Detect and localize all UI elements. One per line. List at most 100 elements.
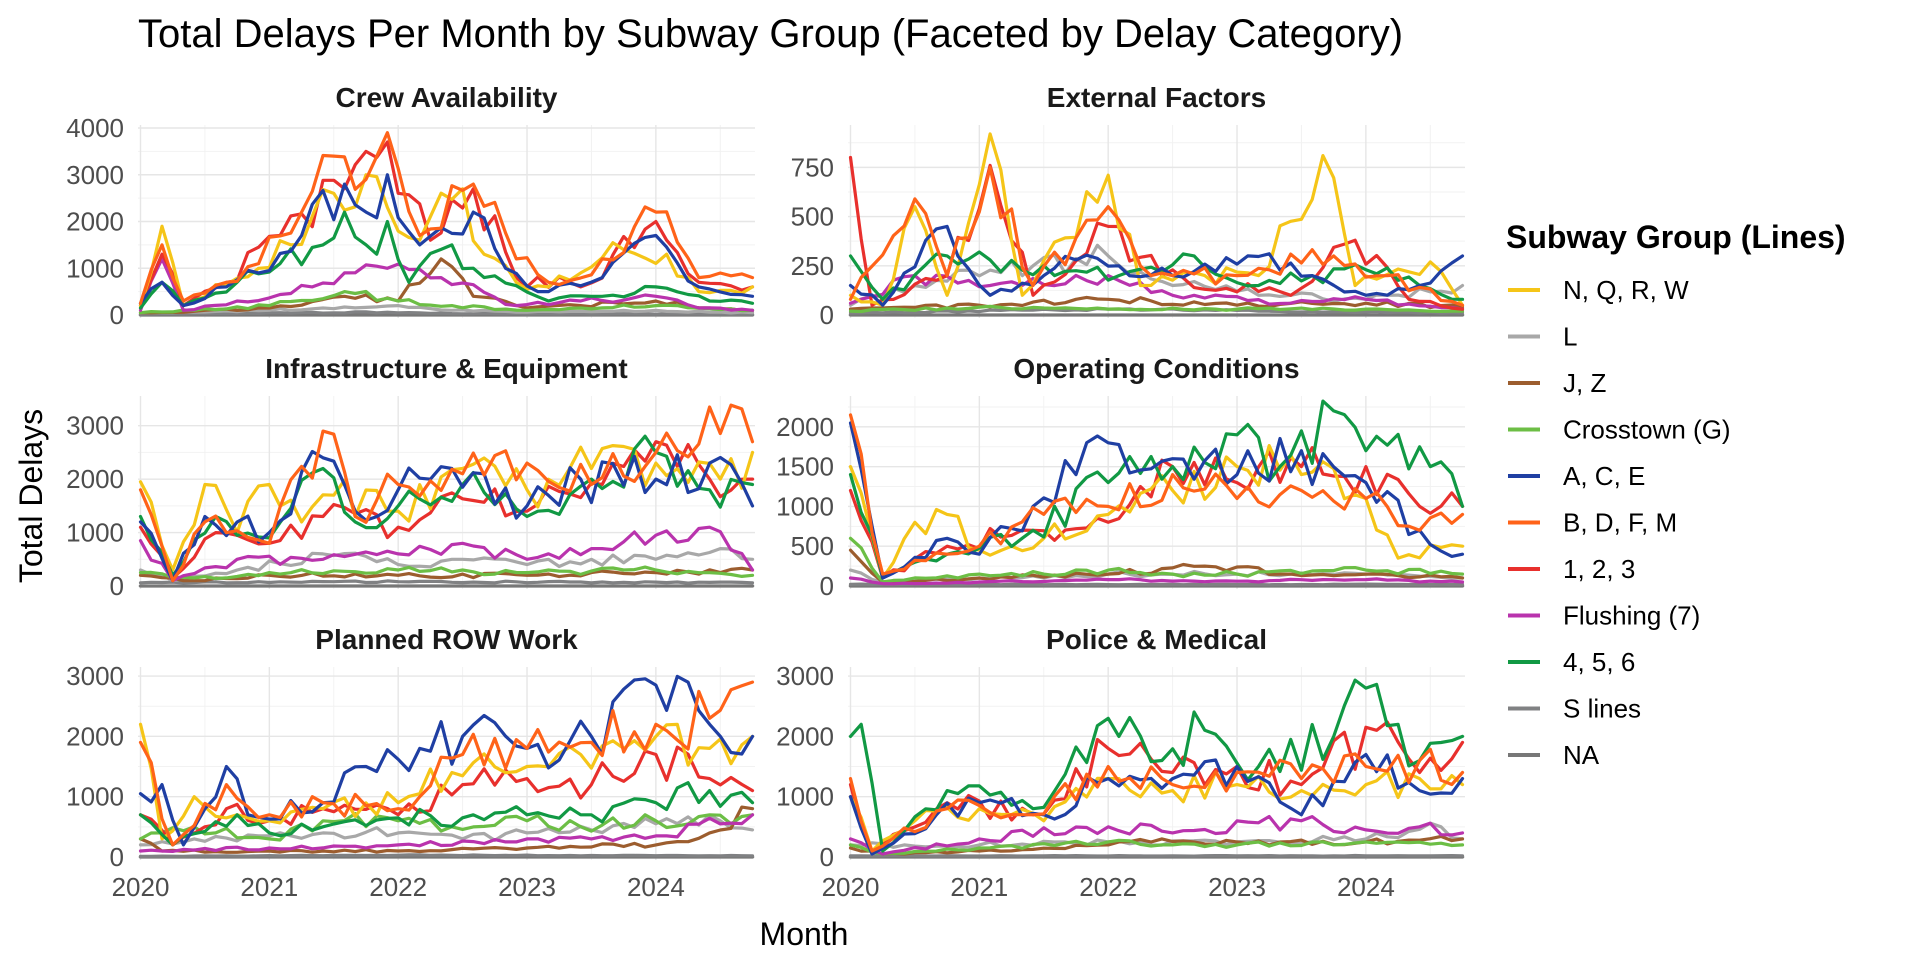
x-tick-label: 2021 bbox=[240, 872, 298, 902]
y-tick-label: 0 bbox=[820, 571, 834, 601]
series-line-crosstown-g bbox=[848, 304, 1465, 314]
series-line-crosstown-g bbox=[848, 838, 1465, 856]
series-line-n-q-r-w bbox=[138, 444, 755, 572]
series-line-a-c-e bbox=[848, 421, 1465, 580]
series-line-s-lines bbox=[138, 310, 755, 316]
facet-police-medical: Police & Medical 0 1000 2000 3000 2020 2021 202… bbox=[776, 624, 1465, 902]
y-tick-label: 2000 bbox=[776, 412, 834, 442]
series-line-1-2-3 bbox=[138, 440, 755, 580]
legend-label-b-d-f-m: B, D, F, M bbox=[1563, 508, 1677, 538]
series-line-l bbox=[138, 547, 755, 583]
series-line-4-5-6 bbox=[138, 781, 755, 847]
x-tick-label: 2020 bbox=[822, 872, 880, 902]
series-line-s-lines bbox=[138, 853, 755, 858]
y-tick-label: 3000 bbox=[66, 160, 124, 190]
series-line-j-z bbox=[848, 295, 1465, 311]
y-tick-label: 2000 bbox=[66, 464, 124, 494]
series-line-a-c-e bbox=[848, 224, 1465, 307]
series-line-s-lines bbox=[848, 582, 1465, 587]
legend-label-s-lines: S lines bbox=[1563, 694, 1641, 724]
series-line-n-q-r-w bbox=[848, 769, 1465, 853]
series-line-j-z bbox=[138, 257, 755, 315]
series-line-n-q-r-w bbox=[138, 722, 755, 841]
x-tick-label: 2024 bbox=[627, 872, 685, 902]
facet-panels: Crew Availability 0 1000 2000 3000 4000 Extern… bbox=[66, 82, 1465, 902]
y-tick-label: 3000 bbox=[776, 661, 834, 691]
y-tick-label: 1000 bbox=[776, 782, 834, 812]
x-tick-label: 2020 bbox=[112, 872, 170, 902]
y-tick-label: 0 bbox=[820, 300, 834, 330]
series-line-crosstown-g bbox=[848, 536, 1465, 584]
facet-title: Police & Medical bbox=[1046, 624, 1267, 655]
y-tick-label: 1500 bbox=[776, 452, 834, 482]
y-tick-label: 2000 bbox=[776, 721, 834, 751]
series-line-flushing-7 bbox=[138, 525, 755, 583]
series-line-n-q-r-w bbox=[848, 132, 1465, 307]
x-tick-label: 2023 bbox=[1208, 872, 1266, 902]
y-tick-label: 2000 bbox=[66, 207, 124, 237]
series-line-flushing-7 bbox=[138, 257, 755, 312]
series-line-j-z bbox=[848, 548, 1465, 584]
y-tick-label: 500 bbox=[791, 202, 834, 232]
y-tick-label: 3000 bbox=[66, 411, 124, 441]
series-line-a-c-e bbox=[138, 674, 755, 847]
legend-label-na: NA bbox=[1563, 740, 1600, 770]
x-tick-label: 2023 bbox=[498, 872, 556, 902]
y-tick-label: 750 bbox=[791, 152, 834, 182]
x-tick-label: 2022 bbox=[1079, 872, 1137, 902]
legend-label-a-c-e: A, C, E bbox=[1563, 461, 1645, 491]
series-line-crosstown-g bbox=[138, 289, 755, 315]
series-line-s-lines bbox=[848, 853, 1465, 858]
legend-label-n-q-r-w: N, Q, R, W bbox=[1563, 275, 1689, 305]
facet-title: Planned ROW Work bbox=[315, 624, 578, 655]
legend-label-1-2-3: 1, 2, 3 bbox=[1563, 554, 1635, 584]
series-line-j-z bbox=[138, 805, 755, 854]
x-tick-label: 2024 bbox=[1337, 872, 1395, 902]
series-line-j-z bbox=[138, 566, 755, 583]
series-line-flushing-7 bbox=[848, 814, 1465, 856]
legend-label-flushing-7: Flushing (7) bbox=[1563, 601, 1700, 631]
x-tick-label: 2021 bbox=[950, 872, 1008, 902]
y-tick-label: 1000 bbox=[66, 253, 124, 283]
y-tick-label: 0 bbox=[110, 842, 124, 872]
legend-title: Subway Group (Lines) bbox=[1506, 219, 1846, 255]
y-tick-label: 1000 bbox=[66, 518, 124, 548]
series-line-b-d-f-m bbox=[848, 165, 1465, 307]
facet-planned-row-work: Planned ROW Work 0 1000 2000 3000 2020 2021 202… bbox=[66, 624, 755, 902]
series-line-flushing-7 bbox=[848, 576, 1465, 586]
chart-title: Total Delays Per Month by Subway Group (… bbox=[138, 12, 1403, 56]
series-line-b-d-f-m bbox=[848, 413, 1465, 576]
x-tick-label: 2022 bbox=[369, 872, 427, 902]
legend-label-l: L bbox=[1563, 322, 1577, 352]
legend: Subway Group (Lines) N, Q, R, W L J, Z Cros… bbox=[1506, 219, 1846, 770]
y-tick-label: 4000 bbox=[66, 113, 124, 143]
series-line-b-d-f-m bbox=[848, 747, 1465, 853]
series-line-1-2-3 bbox=[138, 745, 755, 847]
y-tick-label: 0 bbox=[820, 842, 834, 872]
series-line-s-lines bbox=[138, 579, 755, 585]
legend-label-j-z: J, Z bbox=[1563, 368, 1606, 398]
x-axis-title: Month bbox=[760, 916, 849, 952]
y-tick-label: 3000 bbox=[66, 661, 124, 691]
y-tick-label: 2000 bbox=[66, 721, 124, 751]
facet-crew-availability: Crew Availability 0 1000 2000 3000 4000 bbox=[66, 82, 755, 330]
y-tick-label: 1000 bbox=[66, 782, 124, 812]
y-tick-label: 0 bbox=[110, 571, 124, 601]
legend-label-4-5-6: 4, 5, 6 bbox=[1563, 647, 1635, 677]
facet-title: External Factors bbox=[1047, 82, 1266, 113]
facet-infrastructure-equipment: Infrastructure & Equipment 0 1000 2000 3000 bbox=[66, 353, 755, 601]
series-line-b-d-f-m bbox=[138, 403, 755, 583]
series-line-a-c-e bbox=[138, 449, 755, 583]
series-line-b-d-f-m bbox=[138, 131, 755, 305]
facet-title: Operating Conditions bbox=[1013, 353, 1299, 384]
series-line-flushing-7 bbox=[138, 813, 755, 853]
facet-external-factors: External Factors 0 250 500 750 bbox=[791, 82, 1465, 330]
series-line-b-d-f-m bbox=[138, 680, 755, 847]
facet-title: Infrastructure & Equipment bbox=[265, 353, 627, 384]
y-tick-label: 0 bbox=[110, 300, 124, 330]
legend-label-crosstown-g: Crosstown (G) bbox=[1563, 415, 1731, 445]
series-line-crosstown-g bbox=[138, 812, 755, 842]
series-line-crosstown-g bbox=[138, 565, 755, 581]
y-tick-label: 1000 bbox=[776, 491, 834, 521]
